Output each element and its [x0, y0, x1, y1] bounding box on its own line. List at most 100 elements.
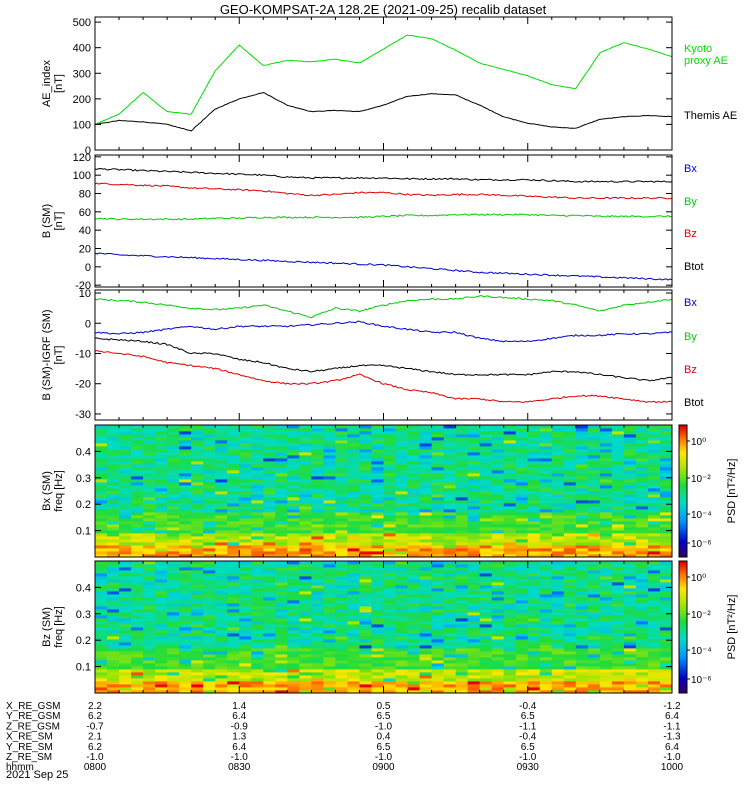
- spectrogram-cell: [515, 684, 529, 688]
- spectrogram-cell: [611, 660, 625, 664]
- spectrogram-cell: [239, 630, 252, 634]
- spectrogram-cell: [335, 497, 348, 501]
- spectrogram-cell: [371, 675, 384, 679]
- spectrogram-cell: [431, 482, 444, 486]
- spectrogram-cell: [539, 675, 553, 679]
- spectrogram-cell: [647, 684, 661, 688]
- spectrogram-cell: [155, 488, 168, 492]
- spectrogram-cell: [191, 609, 204, 613]
- spectrogram-cell: [251, 582, 264, 586]
- spectrogram-cell: [251, 425, 264, 429]
- spectrogram-cell: [659, 491, 673, 495]
- spectrogram-cell: [299, 449, 312, 453]
- spectrogram-cell: [251, 434, 264, 438]
- spectrogram-cell: [491, 431, 505, 435]
- spectrogram-cell: [383, 431, 396, 435]
- spectrogram-cell: [263, 482, 276, 486]
- spectrogram-cell: [599, 506, 613, 510]
- colorbar-label: PSD [nT²/Hz]: [726, 595, 738, 660]
- spectrogram-cell: [419, 431, 432, 435]
- spectrogram-cell: [527, 524, 541, 528]
- spectrogram-cell: [443, 530, 457, 534]
- spectrogram-cell: [299, 642, 312, 646]
- spectrogram-cell: [191, 527, 204, 531]
- spectrogram-cell: [239, 551, 252, 555]
- spectrogram-cell: [203, 660, 216, 664]
- spectrogram-cell: [167, 639, 180, 643]
- spectrogram-cell: [263, 666, 276, 670]
- spectrogram-cell: [575, 675, 589, 679]
- spectrogram-cell: [647, 678, 661, 682]
- spectrogram-cell: [479, 506, 493, 510]
- spectrogram-cell: [503, 597, 517, 601]
- spectrogram-cell: [395, 479, 408, 483]
- series-line-bx: [94, 252, 673, 281]
- spectrogram-cell: [143, 458, 156, 462]
- spectrogram-cell: [635, 591, 649, 595]
- spectrogram-cell: [107, 554, 120, 558]
- spectrogram-cell: [215, 648, 228, 652]
- spectrogram-cell: [443, 506, 457, 510]
- spectrogram-cell: [467, 494, 481, 498]
- spectrogram-cell: [575, 533, 589, 537]
- spectrogram-cell: [599, 494, 613, 498]
- spectrogram-cell: [215, 594, 228, 598]
- spectrogram-cell: [347, 536, 360, 540]
- spectrogram-cell: [431, 452, 444, 456]
- spectrogram-cell: [203, 464, 216, 468]
- spectrogram-cell: [599, 482, 613, 486]
- spectrogram-cell: [299, 539, 312, 543]
- spectrogram-cell: [599, 542, 613, 546]
- spectrogram-cell: [407, 524, 420, 528]
- spectrogram-cell: [383, 603, 396, 607]
- spectrogram-cell: [155, 431, 168, 435]
- spectrogram-cell: [347, 461, 360, 465]
- spectrogram-cell: [479, 618, 493, 622]
- spectrogram-cell: [215, 452, 228, 456]
- orbit-row-label: Z_RE_GSM: [6, 721, 60, 732]
- spectrogram-cell: [215, 425, 228, 429]
- spectrogram-cell: [287, 494, 300, 498]
- spectrogram-cell: [335, 455, 348, 459]
- spectrogram-cell: [359, 470, 372, 474]
- spectrogram-cell: [203, 536, 216, 540]
- spectrogram-cell: [407, 527, 420, 531]
- spectrogram-cell: [107, 585, 120, 589]
- spectrogram-cell: [263, 449, 276, 453]
- spectrogram-cell: [191, 446, 204, 450]
- spectrogram-cell: [179, 579, 192, 583]
- spectrogram-cell: [407, 648, 420, 652]
- spectrogram-cell: [287, 654, 300, 658]
- spectrogram-cell: [203, 497, 216, 501]
- spectrogram-cell: [527, 518, 541, 522]
- spectrogram-cell: [347, 684, 360, 688]
- spectrogram-cell: [383, 506, 396, 510]
- spectrogram-cell: [551, 440, 565, 444]
- spectrogram-cell: [407, 678, 420, 682]
- spectrogram-cell: [203, 567, 216, 571]
- spectrogram-cell: [323, 576, 336, 580]
- spectrogram-cell: [191, 530, 204, 534]
- spectrogram-cell: [251, 437, 264, 441]
- spectrogram-cell: [203, 642, 216, 646]
- spectrogram-cell: [119, 539, 132, 543]
- spectrogram-cell: [563, 485, 577, 489]
- spectrogram-cell: [443, 482, 457, 486]
- spectrogram-cell: [395, 500, 408, 504]
- spectrogram-cell: [587, 500, 601, 504]
- spectrogram-cell: [347, 509, 360, 513]
- spectrogram-cell: [431, 443, 444, 447]
- colorbar-segment: [679, 609, 687, 613]
- spectrogram-cell: [575, 506, 589, 510]
- spectrogram-cell: [611, 500, 625, 504]
- spectrogram-cell: [647, 648, 661, 652]
- spectrogram-cell: [311, 428, 324, 432]
- spectrogram-cell: [239, 669, 252, 673]
- spectrogram-cell: [443, 651, 457, 655]
- spectrogram-cell: [179, 681, 192, 685]
- spectrogram-cell: [563, 633, 577, 637]
- spectrogram-cell: [647, 452, 661, 456]
- spectrogram-cell: [443, 609, 457, 613]
- spectrogram-cell: [659, 464, 673, 468]
- spectrogram-cell: [119, 494, 132, 498]
